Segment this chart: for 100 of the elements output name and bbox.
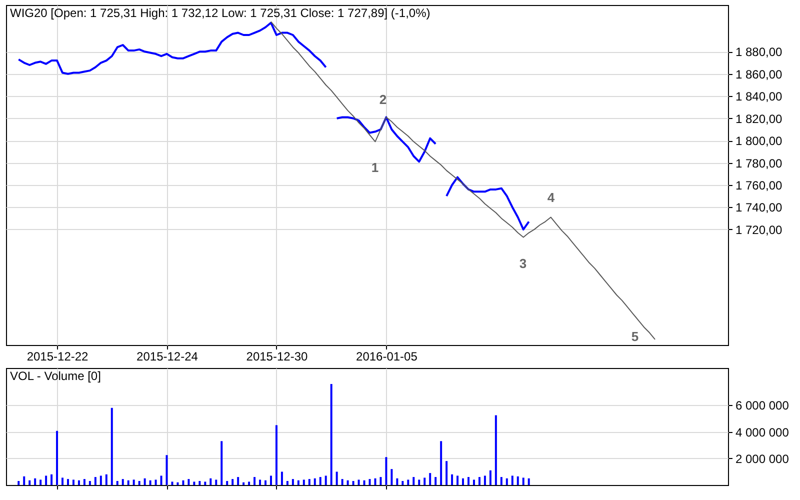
annotation: 2	[379, 92, 387, 107]
bar	[494, 415, 497, 485]
x-tick-label: 2015-12-30	[246, 350, 308, 364]
bar	[418, 480, 420, 485]
y-tick-label: 1 760,00	[736, 178, 783, 192]
y-tick-label: 1 820,00	[736, 112, 783, 126]
bar	[204, 482, 206, 485]
bar	[259, 480, 262, 485]
annotation: 1	[371, 160, 379, 175]
bar	[154, 480, 157, 485]
bar	[254, 477, 256, 485]
x-tick-label: 2015-12-24	[136, 350, 198, 364]
bar	[34, 478, 36, 485]
bar	[380, 477, 382, 485]
bar	[166, 455, 168, 485]
bar	[358, 480, 360, 485]
bar	[220, 441, 223, 485]
y-tick-label: 1 880,00	[736, 45, 783, 60]
annotation: 5	[631, 329, 639, 344]
bar	[385, 457, 388, 485]
y-tick-label: 4 000 000	[736, 425, 790, 440]
bar	[78, 480, 80, 485]
bar	[171, 482, 174, 485]
bar	[489, 470, 492, 485]
bar	[122, 479, 124, 485]
bar	[280, 472, 283, 485]
bar	[324, 476, 327, 485]
bar	[297, 480, 300, 485]
bar	[314, 478, 316, 485]
bar	[56, 430, 58, 485]
bar	[516, 476, 519, 485]
bar	[440, 441, 442, 485]
bar	[275, 425, 278, 485]
bar	[446, 461, 448, 485]
bar	[346, 480, 349, 485]
bar	[138, 481, 140, 485]
bar	[94, 477, 96, 485]
chart-title: WIG20 [Open: 1 725,31 High: 1 732,12 Low: 1 725,31 Close: 1 727,89] (-1,0%)	[10, 6, 430, 20]
bar	[66, 479, 69, 485]
bar	[308, 479, 310, 485]
bar	[286, 481, 288, 485]
bar	[462, 478, 464, 485]
bar	[264, 480, 267, 485]
bar	[412, 477, 415, 485]
y-tick-label: 6 000 000	[736, 398, 790, 413]
bar	[292, 479, 294, 485]
bar	[248, 482, 250, 485]
bar	[110, 408, 113, 485]
bar	[478, 477, 480, 485]
bar	[127, 480, 130, 485]
bar	[451, 474, 454, 485]
bar	[188, 479, 190, 485]
bar	[472, 480, 475, 485]
bar	[28, 480, 31, 485]
bar	[396, 478, 398, 485]
bar	[506, 478, 508, 485]
bar	[429, 473, 432, 485]
bar	[193, 482, 196, 485]
bar	[352, 481, 354, 485]
bar	[88, 481, 91, 485]
bar	[100, 476, 102, 485]
bar	[500, 477, 502, 485]
bar	[456, 476, 459, 485]
bar	[424, 478, 426, 485]
bar	[390, 469, 393, 485]
bar	[522, 478, 524, 485]
bar	[374, 478, 376, 485]
bar	[242, 482, 245, 485]
bar	[484, 476, 486, 485]
bar	[40, 480, 42, 485]
bar	[467, 477, 470, 485]
bar	[215, 480, 218, 485]
bar	[210, 478, 212, 485]
bar	[330, 384, 332, 485]
bar	[105, 474, 108, 485]
bar	[149, 480, 152, 485]
bar	[160, 476, 162, 485]
bar	[232, 479, 234, 485]
bar	[402, 481, 404, 485]
bar	[45, 476, 48, 485]
annotation: 3	[519, 256, 527, 271]
bar	[511, 476, 514, 485]
bar	[18, 481, 20, 485]
y-tick-label: 1 740,00	[736, 200, 783, 215]
bar	[182, 480, 184, 485]
bar	[226, 481, 228, 485]
y-tick-label: 1 860,00	[736, 67, 783, 82]
bar	[237, 477, 240, 485]
bar	[132, 480, 135, 485]
bar	[62, 478, 64, 485]
annotation: 4	[547, 190, 556, 205]
bar	[336, 472, 338, 485]
bar	[368, 479, 371, 485]
bar	[319, 477, 322, 485]
bar	[23, 476, 26, 485]
bar	[302, 480, 305, 485]
bar	[270, 476, 272, 485]
bar	[116, 481, 118, 485]
y-tick-label: 1 800,00	[736, 134, 783, 148]
y-tick-label: 1 780,00	[736, 156, 783, 170]
